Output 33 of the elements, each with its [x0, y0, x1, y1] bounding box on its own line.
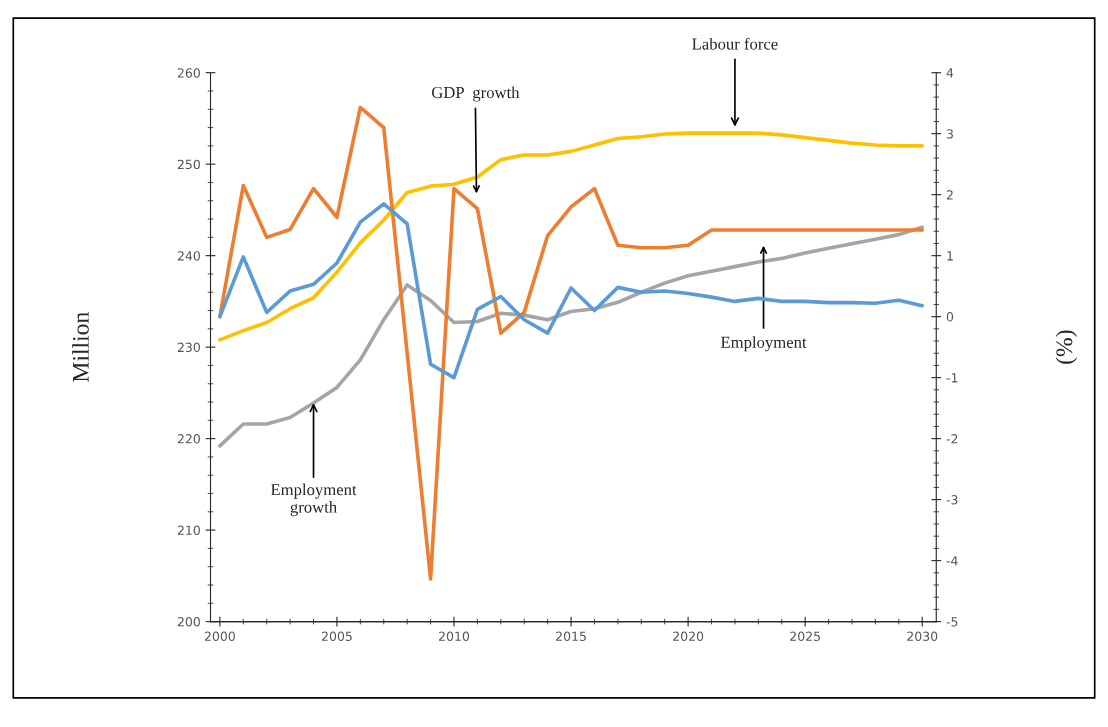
y2-tick-label: 0: [946, 312, 954, 322]
y2-axis-title: (%): [1055, 330, 1078, 364]
x-tick-label: 2000: [204, 631, 235, 641]
x-tick-label: 2005: [321, 631, 352, 641]
y-tick-label: 200: [177, 617, 200, 627]
y2-tick-label: -4: [946, 556, 958, 566]
line-series: [218, 225, 925, 448]
annotation: Employment growth: [270, 483, 357, 517]
x-tick-label: 2025: [790, 631, 820, 641]
y2-tick-label: 2: [946, 190, 953, 200]
y2-tick-label: -3: [946, 495, 958, 505]
x-tick-label: 2010: [439, 631, 470, 641]
annotation: GDP growth: [431, 86, 520, 102]
x-tick-label: 2015: [556, 631, 586, 641]
y-tick-label: 240: [177, 251, 200, 261]
y2-tick-label: 3: [946, 129, 953, 139]
y2-tick-label: 1: [947, 251, 953, 261]
x-tick-label: 2030: [907, 631, 938, 641]
x-tick-label: 2020: [673, 631, 704, 641]
line-series: [218, 202, 925, 380]
y-tick-label: 260: [177, 68, 200, 78]
annotation: Labour force: [692, 37, 778, 50]
y-tick-label: 230: [177, 342, 200, 353]
line-series: [218, 105, 925, 581]
y-tick-label: 250: [177, 159, 200, 170]
y-tick-label: 220: [177, 434, 200, 444]
y2-tick-label: -1: [946, 373, 958, 383]
y-axis-title: Million: [72, 312, 89, 382]
y2-tick-label: -5: [946, 617, 958, 627]
annotation: Employment: [720, 336, 807, 352]
y2-tick-label: -2: [946, 434, 958, 444]
y2-tick-label: 4: [946, 68, 954, 78]
y-tick-label: 210: [177, 525, 200, 536]
